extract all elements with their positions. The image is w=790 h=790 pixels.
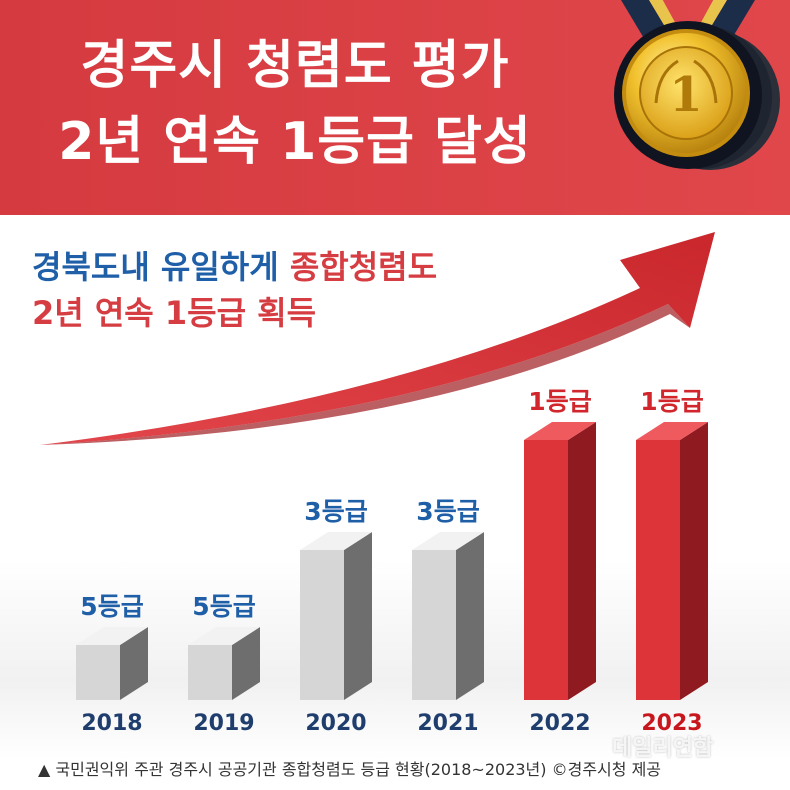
bar-2021-top	[412, 532, 484, 550]
bar-2019-top	[188, 627, 260, 645]
subtitle-line-1: 경북도내 유일하게 종합청렴도	[32, 244, 437, 290]
medal-number: 1	[669, 67, 702, 123]
data-label-2022: 1등급	[528, 387, 591, 416]
bar-2022-front	[524, 440, 568, 700]
upward-arrow-icon	[40, 232, 715, 445]
x-tick-2018: 2018	[81, 711, 142, 736]
subtitle-line-2: 2년 연속 1등급 획득	[32, 294, 317, 332]
watermark: 데일리연합	[612, 736, 714, 761]
gold-medal-icon: 1	[614, 0, 780, 170]
bar-2021-front	[412, 550, 456, 700]
subtitle: 경북도내 유일하게 종합청렴도 2년 연속 1등급 획득	[32, 244, 437, 336]
bar-2019-side	[232, 627, 260, 700]
title-line-1: 경주시 청렴도 평가	[80, 36, 510, 96]
x-tick-2020: 2020	[305, 711, 366, 736]
data-label-2020: 3등급	[304, 497, 367, 526]
bar-2019-front	[188, 645, 232, 700]
title-line-2: 2년 연속 1등급 달성	[58, 112, 532, 172]
bar-2023-front	[636, 440, 680, 700]
bar-2020-top	[300, 532, 372, 550]
bar-2020-front	[300, 550, 344, 700]
x-tick-2019: 2019	[193, 711, 254, 736]
subtitle-line-1-part-1: 경북도내 유일하게	[32, 248, 290, 286]
data-label-2019: 5등급	[192, 592, 255, 621]
bar-2018-front	[76, 645, 120, 700]
x-tick-2022: 2022	[529, 711, 590, 736]
bar-2023-top	[636, 422, 708, 440]
grade-bar-chart: 5등급 2018 5등급 2019 3등급 2020 3등급 2021 1등급 2022 1등급 20…	[76, 387, 708, 736]
footer-caption: ▲ 국민권익위 주관 경주시 공공기관 종합청렴도 등급 현황(2018~202…	[38, 760, 662, 779]
x-tick-2021: 2021	[417, 711, 478, 736]
bar-2022-side	[568, 422, 596, 700]
bar-2022-top	[524, 422, 596, 440]
data-label-2021: 3등급	[416, 497, 479, 526]
data-label-2023: 1등급	[640, 387, 703, 416]
subtitle-line-1-part-2: 종합청렴도	[289, 248, 438, 286]
bar-2023-side	[680, 422, 708, 700]
data-label-2018: 5등급	[80, 592, 143, 621]
bar-2021-side	[456, 532, 484, 700]
x-tick-2023: 2023	[641, 711, 702, 736]
page-title: 경주시 청렴도 평가 2년 연속 1등급 달성	[0, 28, 590, 180]
bar-2020-side	[344, 532, 372, 700]
bar-2018-top	[76, 627, 148, 645]
bar-2018-side	[120, 627, 148, 700]
